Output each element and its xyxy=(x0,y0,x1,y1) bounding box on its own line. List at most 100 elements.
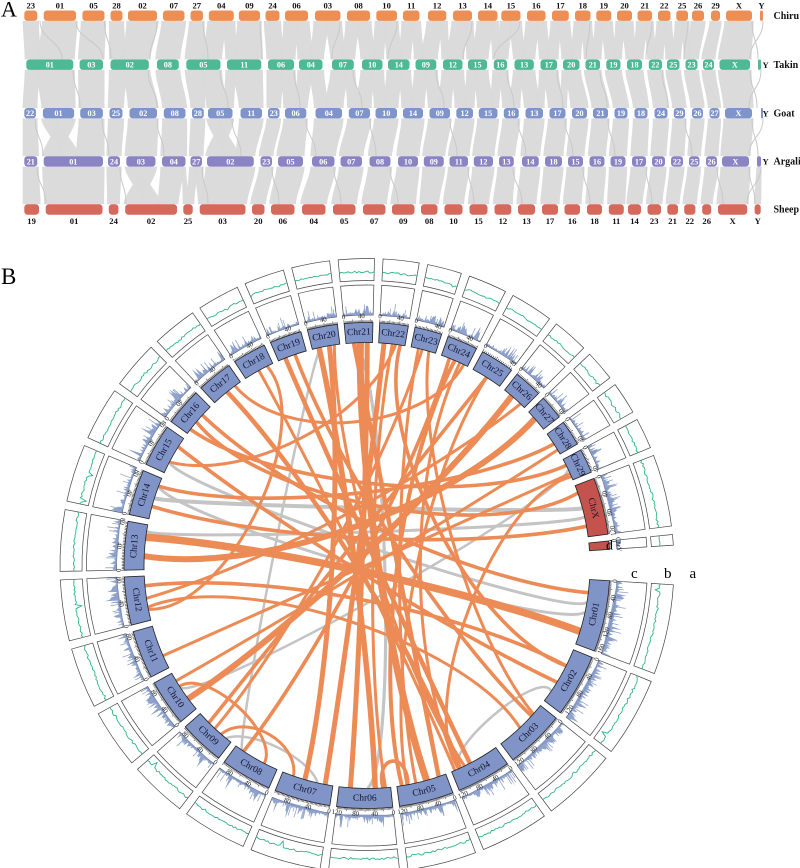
svg-text:21: 21 xyxy=(668,216,677,226)
svg-text:01: 01 xyxy=(56,0,65,10)
svg-text:21: 21 xyxy=(596,109,604,118)
svg-text:18: 18 xyxy=(637,109,645,118)
svg-text:12: 12 xyxy=(499,216,508,226)
svg-text:Takin: Takin xyxy=(774,60,799,71)
svg-text:24: 24 xyxy=(110,157,118,166)
svg-text:16: 16 xyxy=(496,61,504,70)
svg-text:17: 17 xyxy=(553,109,561,118)
svg-text:40: 40 xyxy=(117,600,125,608)
svg-text:0: 0 xyxy=(378,313,382,320)
svg-text:Chr13: Chr13 xyxy=(129,534,141,559)
svg-text:10: 10 xyxy=(382,0,391,10)
svg-text:11: 11 xyxy=(247,109,255,118)
svg-text:120: 120 xyxy=(457,790,470,801)
svg-text:0: 0 xyxy=(162,415,170,422)
svg-text:X: X xyxy=(733,157,739,166)
svg-text:17: 17 xyxy=(546,216,555,226)
svg-text:Chr21: Chr21 xyxy=(347,327,371,338)
svg-text:25: 25 xyxy=(184,216,193,226)
svg-text:0: 0 xyxy=(611,538,618,543)
svg-text:22: 22 xyxy=(673,157,681,166)
svg-text:06: 06 xyxy=(277,61,285,70)
svg-text:02: 02 xyxy=(138,0,147,10)
svg-text:80: 80 xyxy=(283,797,292,806)
svg-text:120: 120 xyxy=(331,809,343,817)
svg-text:11: 11 xyxy=(407,0,415,10)
svg-text:23: 23 xyxy=(27,0,36,10)
svg-text:40: 40 xyxy=(146,438,156,448)
svg-text:40: 40 xyxy=(208,365,218,375)
svg-text:18: 18 xyxy=(549,157,557,166)
svg-text:0: 0 xyxy=(391,809,396,816)
svg-text:03: 03 xyxy=(88,109,96,118)
svg-text:40: 40 xyxy=(304,803,313,812)
svg-text:40: 40 xyxy=(592,464,601,474)
svg-text:X: X xyxy=(732,61,738,70)
svg-text:80: 80 xyxy=(115,577,122,585)
svg-text:c: c xyxy=(631,566,638,582)
svg-text:21: 21 xyxy=(589,61,597,70)
svg-text:19: 19 xyxy=(27,216,36,226)
svg-text:16: 16 xyxy=(507,109,515,118)
svg-text:b: b xyxy=(664,566,672,582)
svg-text:160: 160 xyxy=(597,642,607,655)
svg-text:Chr22: Chr22 xyxy=(381,328,406,341)
svg-text:08: 08 xyxy=(354,0,363,10)
svg-text:26: 26 xyxy=(702,216,711,226)
svg-text:07: 07 xyxy=(170,0,179,10)
svg-text:80: 80 xyxy=(576,689,586,699)
svg-text:40: 40 xyxy=(132,654,141,663)
svg-text:24: 24 xyxy=(109,216,118,226)
svg-text:14: 14 xyxy=(630,216,639,226)
svg-text:40: 40 xyxy=(173,397,183,407)
svg-text:80: 80 xyxy=(529,745,539,755)
svg-text:19: 19 xyxy=(614,157,622,166)
svg-text:40: 40 xyxy=(371,811,379,818)
svg-text:05: 05 xyxy=(89,0,98,10)
svg-text:22: 22 xyxy=(660,0,669,10)
svg-text:0: 0 xyxy=(452,794,458,802)
svg-text:11: 11 xyxy=(455,157,463,166)
svg-text:40: 40 xyxy=(585,672,595,682)
svg-text:Y: Y xyxy=(758,0,765,10)
svg-text:11: 11 xyxy=(612,216,620,226)
svg-text:06: 06 xyxy=(292,109,300,118)
svg-text:40: 40 xyxy=(534,380,544,390)
svg-text:02: 02 xyxy=(139,109,147,118)
svg-text:Argali: Argali xyxy=(774,157,800,168)
svg-text:07: 07 xyxy=(355,109,363,118)
svg-text:29: 29 xyxy=(675,109,683,118)
svg-text:0: 0 xyxy=(193,380,201,388)
svg-text:40: 40 xyxy=(243,779,253,789)
svg-text:09: 09 xyxy=(399,216,408,226)
svg-text:0: 0 xyxy=(582,443,590,450)
svg-text:80: 80 xyxy=(607,611,615,620)
svg-text:03: 03 xyxy=(218,216,227,226)
svg-text:120: 120 xyxy=(564,704,576,717)
svg-text:20: 20 xyxy=(254,216,263,226)
svg-text:Chr01: Chr01 xyxy=(588,601,603,627)
svg-text:12: 12 xyxy=(461,109,469,118)
svg-text:14: 14 xyxy=(395,61,403,70)
svg-text:40: 40 xyxy=(434,323,443,332)
svg-text:10: 10 xyxy=(368,61,376,70)
svg-text:13: 13 xyxy=(458,0,467,10)
svg-text:13: 13 xyxy=(502,157,510,166)
svg-text:27: 27 xyxy=(710,109,718,118)
svg-text:04: 04 xyxy=(217,0,226,10)
svg-text:22: 22 xyxy=(686,216,695,226)
svg-text:0: 0 xyxy=(482,343,489,351)
svg-text:0: 0 xyxy=(508,765,515,773)
svg-text:15: 15 xyxy=(473,61,481,70)
svg-text:0: 0 xyxy=(557,718,565,726)
svg-text:Goat: Goat xyxy=(774,108,796,119)
svg-text:19: 19 xyxy=(617,109,625,118)
svg-text:Chr06: Chr06 xyxy=(353,794,377,804)
svg-text:40: 40 xyxy=(557,406,567,416)
svg-text:0: 0 xyxy=(122,624,130,630)
svg-text:11: 11 xyxy=(240,61,248,70)
svg-text:40: 40 xyxy=(491,774,501,784)
svg-text:17: 17 xyxy=(556,0,565,10)
svg-text:80: 80 xyxy=(118,517,126,526)
svg-text:20: 20 xyxy=(575,109,583,118)
